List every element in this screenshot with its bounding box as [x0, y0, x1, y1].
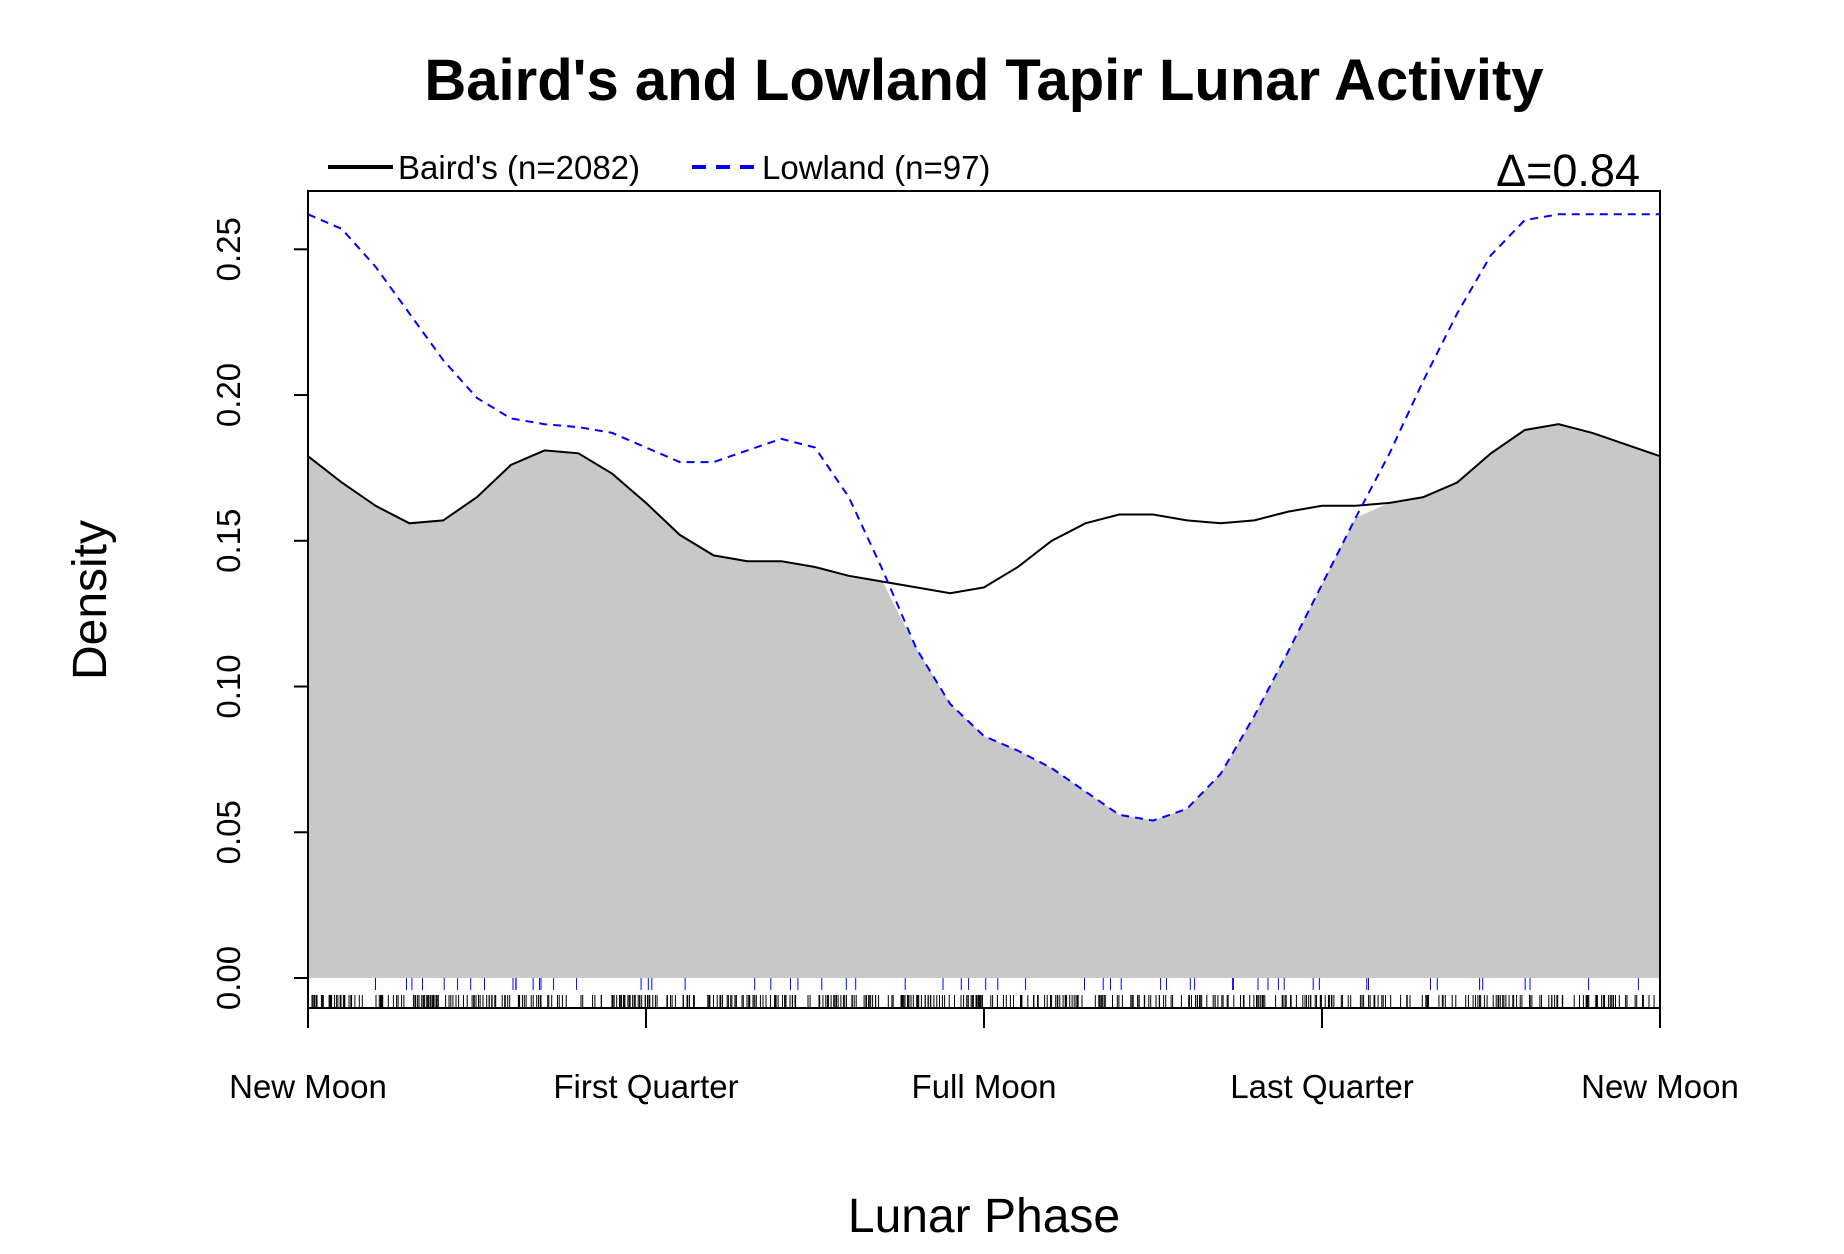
- y-tick-label: 0.15: [210, 509, 247, 573]
- y-tick-label: 0.20: [210, 363, 247, 427]
- delta-symbol: Δ: [1496, 145, 1526, 196]
- y-axis-label: Density: [64, 520, 117, 680]
- rug-marks: [311, 978, 1655, 1008]
- y-axis: 0.00 0.05 0.10 0.15 0.20 0.25: [210, 217, 308, 1010]
- legend: Baird's (n=2082) Lowland (n=97): [328, 149, 990, 186]
- chart-title: Baird's and Lowland Tapir Lunar Activity: [424, 48, 1543, 113]
- plot-area: [307, 190, 1661, 1009]
- x-tick-label: New Moon: [1581, 1068, 1739, 1105]
- series-line-bairds: [307, 423, 1661, 595]
- x-tick-label: First Quarter: [553, 1068, 738, 1105]
- series-line-lowland: [307, 213, 1660, 822]
- x-tick-label: New Moon: [229, 1068, 387, 1105]
- x-tick-label: Last Quarter: [1230, 1068, 1413, 1105]
- overlap-value: =0.84: [1526, 145, 1640, 196]
- x-axis: New Moon First Quarter Full Moon Last Quart…: [229, 1007, 1739, 1105]
- y-tick-label: 0.00: [210, 946, 247, 1010]
- y-tick-label: 0.05: [210, 800, 247, 864]
- x-axis-label: Lunar Phase: [848, 1190, 1120, 1243]
- overlap-coefficient-label: Δ=0.84: [1496, 145, 1640, 196]
- legend-label-lowland: Lowland (n=97): [762, 149, 990, 186]
- legend-label-bairds: Baird's (n=2082): [398, 149, 640, 186]
- y-tick-label: 0.25: [210, 217, 247, 281]
- x-tick-label: Full Moon: [912, 1068, 1057, 1105]
- y-tick-label: 0.10: [210, 654, 247, 718]
- overlap-area: [308, 424, 1660, 978]
